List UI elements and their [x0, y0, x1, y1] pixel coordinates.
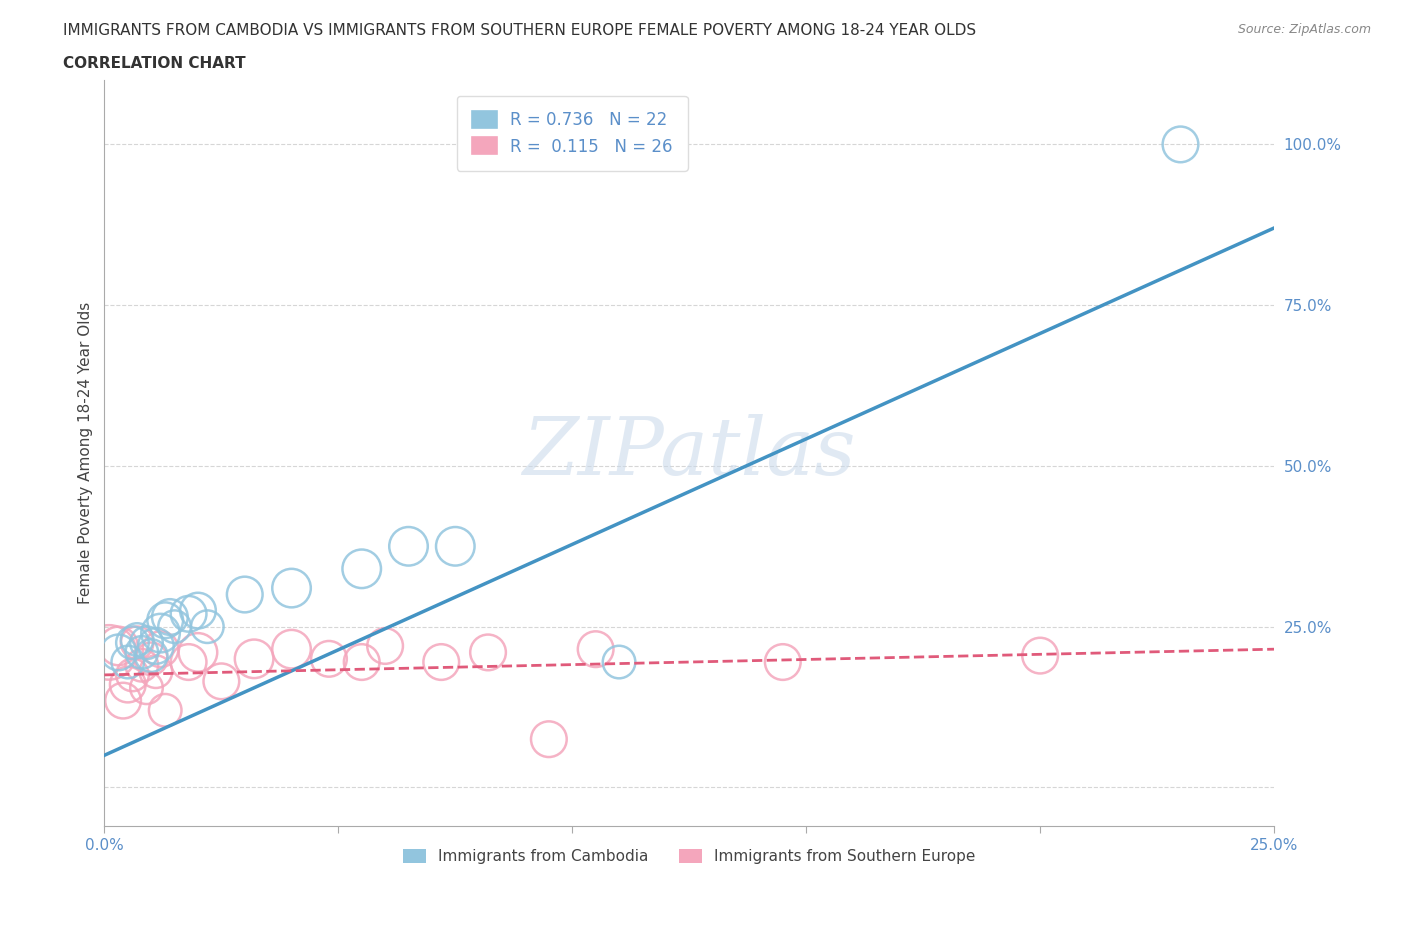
- Point: [195, 619, 218, 634]
- Text: Source: ZipAtlas.com: Source: ZipAtlas.com: [1237, 23, 1371, 36]
- Y-axis label: Female Poverty Among 18-24 Year Olds: Female Poverty Among 18-24 Year Olds: [79, 302, 93, 604]
- Legend: Immigrants from Cambodia, Immigrants from Southern Europe: Immigrants from Cambodia, Immigrants fro…: [396, 844, 981, 870]
- Point: [1029, 648, 1052, 663]
- Point: [374, 639, 396, 654]
- Point: [318, 651, 340, 666]
- Point: [1170, 137, 1192, 152]
- Point: [107, 639, 129, 654]
- Point: [233, 587, 256, 602]
- Point: [135, 635, 157, 650]
- Point: [127, 632, 149, 647]
- Point: [280, 642, 302, 657]
- Point: [135, 681, 157, 696]
- Point: [112, 693, 135, 708]
- Text: CORRELATION CHART: CORRELATION CHART: [63, 56, 246, 71]
- Text: ZIPatlas: ZIPatlas: [523, 414, 856, 492]
- Point: [117, 655, 139, 670]
- Point: [149, 626, 172, 641]
- Point: [187, 604, 209, 618]
- Point: [98, 644, 121, 659]
- Point: [145, 664, 167, 679]
- Point: [131, 658, 153, 672]
- Point: [537, 732, 560, 747]
- Point: [117, 677, 139, 692]
- Point: [243, 651, 266, 666]
- Point: [149, 642, 172, 657]
- Point: [607, 655, 630, 670]
- Point: [280, 580, 302, 595]
- Point: [159, 609, 181, 624]
- Point: [398, 538, 420, 553]
- Point: [350, 655, 373, 670]
- Point: [163, 619, 186, 634]
- Point: [107, 644, 129, 659]
- Point: [477, 644, 499, 659]
- Point: [121, 635, 143, 650]
- Point: [350, 562, 373, 577]
- Point: [153, 613, 176, 628]
- Point: [209, 674, 232, 689]
- Point: [131, 644, 153, 659]
- Point: [153, 703, 176, 718]
- Point: [141, 648, 163, 663]
- Point: [444, 538, 467, 553]
- Point: [141, 651, 163, 666]
- Point: [772, 655, 794, 670]
- Point: [127, 635, 149, 650]
- Text: IMMIGRANTS FROM CAMBODIA VS IMMIGRANTS FROM SOUTHERN EUROPE FEMALE POVERTY AMONG: IMMIGRANTS FROM CAMBODIA VS IMMIGRANTS F…: [63, 23, 976, 38]
- Point: [585, 642, 607, 657]
- Point: [187, 644, 209, 659]
- Point: [177, 655, 200, 670]
- Point: [121, 668, 143, 683]
- Point: [145, 639, 167, 654]
- Point: [177, 606, 200, 621]
- Point: [430, 655, 453, 670]
